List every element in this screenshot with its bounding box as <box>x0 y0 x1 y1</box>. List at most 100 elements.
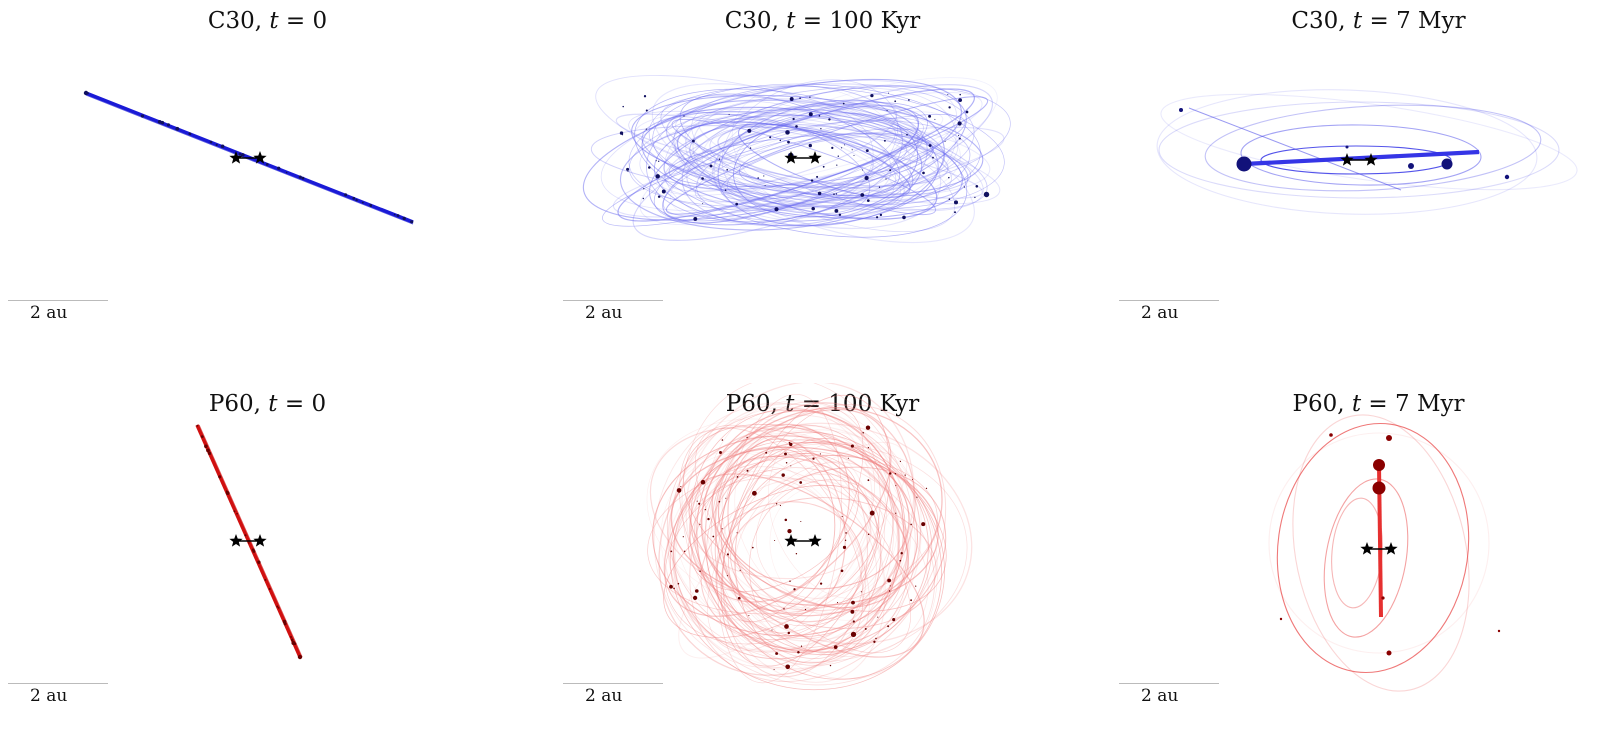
planetesimal-dot <box>808 143 812 148</box>
orbit-ellipse <box>679 427 864 659</box>
planetesimal-dot <box>781 473 785 477</box>
orbit-ellipse <box>734 113 920 187</box>
planetesimal-dot <box>699 570 701 572</box>
planetesimal-dot <box>648 166 651 169</box>
model-name: P60 <box>208 391 254 417</box>
planetesimal-dot <box>899 460 902 463</box>
panel-title: P60, t = 7 Myr <box>1292 391 1465 417</box>
planetesimal-dot <box>862 432 864 434</box>
orbit-ellipse <box>768 432 901 599</box>
orbit-ellipse <box>717 123 949 187</box>
planetesimal-dot <box>709 164 713 168</box>
planetesimal-dot <box>885 178 887 180</box>
scale-bar <box>563 683 663 684</box>
planetesimal-dot <box>853 154 855 157</box>
orbit-ellipse <box>665 429 922 652</box>
orbit-ellipse <box>670 77 998 219</box>
planetesimal-dot <box>866 199 870 202</box>
orbit-ellipse <box>769 484 902 621</box>
planetesimal-dot <box>352 196 356 200</box>
planetesimal-dot <box>677 582 680 585</box>
planetesimal-dot <box>797 651 800 654</box>
scale-bar <box>563 300 663 301</box>
orbit-ellipse <box>696 120 971 222</box>
planetesimal-dot <box>669 584 673 589</box>
orbit-ellipse <box>727 438 846 615</box>
orbit-ellipse <box>684 118 901 211</box>
planetesimal-dot <box>749 147 752 149</box>
orbit-ellipse <box>691 100 956 233</box>
orbit-plot <box>83 90 414 225</box>
orbit-ellipse <box>738 132 934 189</box>
planet-dot <box>1179 108 1183 112</box>
time-value: 100 Kyr <box>828 391 920 417</box>
planetesimal-dot <box>285 171 288 174</box>
time-value: 100 Kyr <box>829 8 921 34</box>
model-name: C30 <box>724 8 772 34</box>
planetesimal-dot <box>867 479 870 482</box>
planetesimal-dot <box>707 517 710 521</box>
orbit-ellipse <box>649 426 909 612</box>
orbit-ellipse <box>652 83 981 208</box>
orbit-ellipse <box>693 474 867 640</box>
planetesimal-dot <box>700 479 706 485</box>
planetesimal-dot <box>290 636 292 638</box>
planetesimal-dot <box>769 136 772 139</box>
orbit-ellipse <box>1240 124 1482 186</box>
planetesimal-dot <box>842 545 847 550</box>
planetesimal-dot <box>175 126 180 131</box>
planetesimal-dot <box>829 664 832 667</box>
planetesimal-dot <box>283 622 287 626</box>
planetesimal-dot <box>840 569 844 573</box>
orbit-ellipse <box>694 435 886 683</box>
planetesimal-dot <box>621 134 624 136</box>
planetesimal-dot <box>889 169 892 172</box>
planetesimal-dot <box>680 485 682 488</box>
orbit-ellipse <box>700 407 943 617</box>
planetesimal-dot <box>851 600 855 605</box>
time-variable: t <box>1351 391 1362 417</box>
planetesimal-dot <box>784 624 789 629</box>
planetesimal-dot <box>645 128 648 130</box>
orbit-ellipse <box>728 454 933 653</box>
planetesimal-dot <box>410 220 414 224</box>
planetesimal-dot <box>818 114 821 117</box>
orbit-ellipse <box>671 118 936 216</box>
planetesimal-dot <box>958 98 963 103</box>
planetesimal-dot <box>954 211 956 214</box>
planetesimal-dot <box>726 553 729 556</box>
orbit-ellipse <box>714 402 916 623</box>
orbit-ellipse <box>712 105 919 207</box>
planetesimal-dot <box>619 131 624 135</box>
orbit-plot <box>646 383 973 691</box>
planetesimal-dot <box>819 453 821 455</box>
planetesimal-dot <box>959 93 961 96</box>
planetesimal-dot <box>657 195 661 198</box>
planetesimal-dot <box>851 149 853 151</box>
planetesimal-dot <box>140 114 145 118</box>
planet-dot <box>1441 158 1453 170</box>
planetesimal-dot <box>790 465 792 467</box>
planetesimal-dot <box>867 533 870 536</box>
orbit-ellipse <box>631 94 984 197</box>
orbit-ellipse <box>617 88 976 222</box>
orbit-ellipse <box>602 114 966 227</box>
orbit-ellipse <box>665 96 989 215</box>
planetesimal-dot <box>795 553 798 555</box>
planetesimal-dot <box>894 100 897 103</box>
planetesimal-dot <box>765 451 768 454</box>
orbit-ellipses <box>646 383 973 691</box>
orbit-ellipse <box>652 435 919 637</box>
planetesimal-dot <box>861 169 864 171</box>
orbit-ellipse <box>673 113 871 215</box>
planetesimal-dot <box>889 472 892 475</box>
planetesimal-dot <box>301 176 305 180</box>
orbit-ellipse <box>1160 93 1578 191</box>
planetesimal-dot <box>870 93 874 98</box>
orbit-ellipse <box>689 476 872 580</box>
orbit-ellipse <box>701 422 973 645</box>
planetesimal-dot <box>220 144 225 149</box>
planetesimal-dot <box>788 441 791 444</box>
orbit-ellipse <box>1323 478 1409 638</box>
planetesimal-dot <box>622 105 624 108</box>
